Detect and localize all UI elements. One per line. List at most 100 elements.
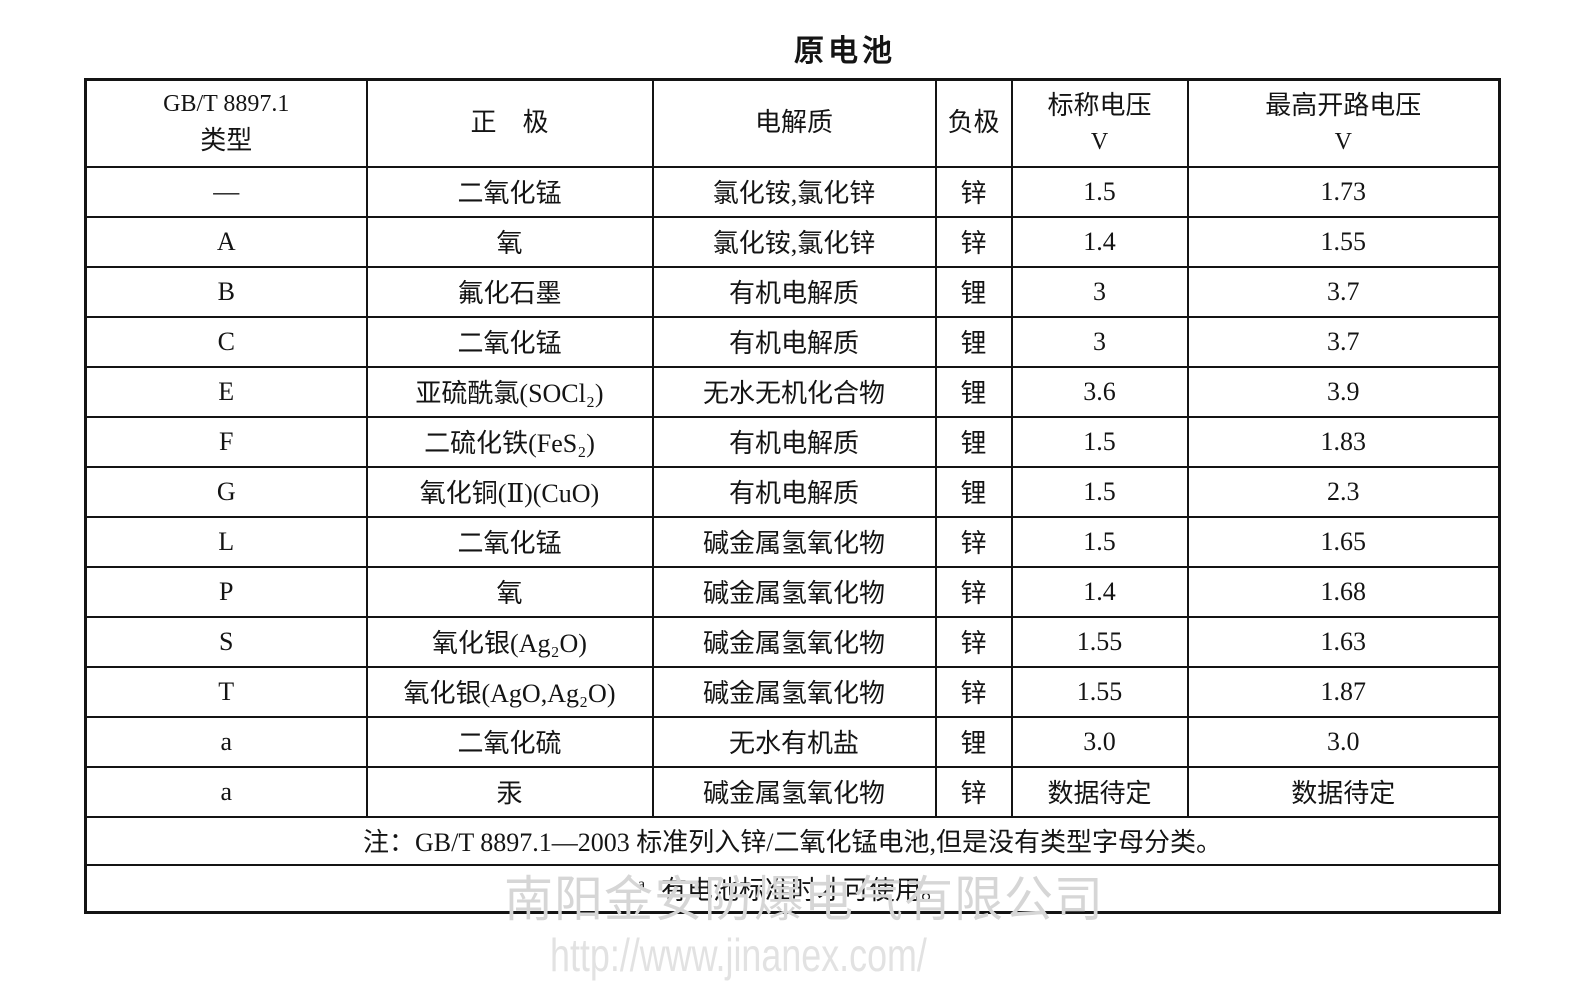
cell-electrolyte: 氯化铵,氯化锌 <box>651 165 937 218</box>
cell-nominal: 3.6 <box>1010 365 1189 418</box>
cell-positive: 二氧化硫 <box>365 715 654 768</box>
cell-nominal: 1.5 <box>1010 515 1189 568</box>
cell-max: 1.55 <box>1186 215 1501 268</box>
cell-type: L <box>84 515 368 568</box>
cell-negative: 锂 <box>934 315 1013 368</box>
cell-max: 1.87 <box>1186 665 1501 718</box>
cell-nominal: 1.5 <box>1010 165 1189 218</box>
cell-negative: 锂 <box>934 265 1013 318</box>
cell-type: T <box>84 665 368 718</box>
cell-type: F <box>84 415 368 468</box>
table-notes: 注：GB/T 8897.1—2003 标准列入锌/二氧化锰电池,但是没有类型字母… <box>84 815 1501 914</box>
page-title: 原电池 <box>0 26 1582 70</box>
cell-nominal: 1.4 <box>1010 565 1189 618</box>
cell-type: G <box>84 465 368 518</box>
cell-negative: 锌 <box>934 665 1013 718</box>
cell-negative: 锌 <box>934 165 1013 218</box>
header-positive: 正 极 <box>365 78 654 168</box>
cell-electrolyte: 无水有机盐 <box>651 715 937 768</box>
header-nominal-voltage-unit: V <box>1090 128 1109 155</box>
header-type: GB/T 8897.1 类型 <box>84 78 368 168</box>
cell-electrolyte: 有机电解质 <box>651 415 937 468</box>
cell-electrolyte: 碱金属氢氧化物 <box>651 665 937 718</box>
table-row: A 氧氯化铵,氯化锌锌 1.4 1.55 <box>84 215 1501 268</box>
cell-max: 数据待定 <box>1186 765 1501 818</box>
table-row: E 亚硫酰氯(SOCl₂) 无水无机化合物锂 3.6 3.9 <box>84 365 1501 418</box>
header-nominal-voltage: 标称电压 V <box>1010 78 1189 168</box>
cell-negative: 锂 <box>934 415 1013 468</box>
cell-max: 1.65 <box>1186 515 1501 568</box>
header-negative-label: 负极 <box>947 108 1000 138</box>
cell-type: P <box>84 565 368 618</box>
cell-electrolyte: 碱金属氢氧化物 <box>651 565 937 618</box>
cell-type: E <box>84 365 368 418</box>
header-type-standard: GB/T 8897.1 <box>163 91 290 117</box>
cell-positive: 氧 <box>365 215 654 268</box>
cell-positive: 氧 <box>365 565 654 618</box>
table-row: C 二氧化锰 有机电解质锂 3 3.7 <box>84 315 1501 368</box>
table-row: F 二硫化铁(FeS₂) 有机电解质锂 1.5 1.83 <box>84 415 1501 468</box>
cell-type: B <box>84 265 368 318</box>
cell-nominal: 3 <box>1010 265 1189 318</box>
cell-positive: 汞 <box>365 765 654 818</box>
header-type-label: 类型 <box>200 125 253 155</box>
cell-max: 2.3 <box>1186 465 1501 518</box>
cell-nominal: 1.55 <box>1010 665 1189 718</box>
battery-table-body: — 二氧化锰 氯化铵,氯化锌锌 1.5 1.73 A 氧氯化铵,氯化锌锌 1.4 1.55 B 氟化… <box>84 165 1501 818</box>
header-max-voltage-unit: V <box>1334 128 1352 155</box>
cell-type: a <box>84 715 368 768</box>
header-negative: 负极 <box>934 78 1013 168</box>
cell-type: a <box>84 765 368 818</box>
cell-electrolyte: 有机电解质 <box>651 315 937 368</box>
cell-nominal: 3 <box>1010 315 1189 368</box>
cell-electrolyte: 碱金属氢氧化物 <box>651 615 937 668</box>
cell-electrolyte: 有机电解质 <box>651 465 937 518</box>
note-row-2: a 有电池标准时才可使用。 <box>84 863 1501 914</box>
cell-negative: 锂 <box>934 365 1013 418</box>
cell-positive: 氧化银(Ag₂O) <box>365 615 654 668</box>
cell-nominal: 1.4 <box>1010 215 1189 268</box>
cell-max: 1.68 <box>1186 565 1501 618</box>
cell-negative: 锌 <box>934 615 1013 668</box>
cell-positive: 亚硫酰氯(SOCl₂) <box>365 365 654 418</box>
cell-negative: 锌 <box>934 515 1013 568</box>
cell-positive: 氟化石墨 <box>365 265 654 318</box>
cell-positive: 二氧化锰 <box>365 315 654 368</box>
note-2: a 有电池标准时才可使用。 <box>84 863 1501 914</box>
cell-electrolyte: 无水无机化合物 <box>651 365 937 418</box>
table-row: — 二氧化锰 氯化铵,氯化锌锌 1.5 1.73 <box>84 165 1501 218</box>
header-max-voltage-label: 最高开路电压 <box>1265 91 1422 120</box>
cell-max: 1.73 <box>1186 165 1501 218</box>
cell-max: 3.9 <box>1186 365 1501 418</box>
cell-electrolyte: 有机电解质 <box>651 265 937 318</box>
cell-max: 3.0 <box>1186 715 1501 768</box>
cell-type: — <box>84 165 368 218</box>
note-2-marker: a <box>637 876 646 894</box>
table-row: P 氧碱金属氢氧化物锌 1.4 1.68 <box>84 565 1501 618</box>
cell-max: 1.83 <box>1186 415 1501 468</box>
header-max-open-circuit-voltage: 最高开路电压 V <box>1186 78 1501 168</box>
table-row: a 二氧化硫 无水有机盐锂 3.0 3.0 <box>84 715 1501 768</box>
cell-positive: 二硫化铁(FeS₂) <box>365 415 654 468</box>
cell-negative: 锌 <box>934 765 1013 818</box>
cell-max: 3.7 <box>1186 315 1501 368</box>
table-row: S 氧化银(Ag₂O) 碱金属氢氧化物锌 1.55 1.63 <box>84 615 1501 668</box>
cell-positive: 氧化铜(Ⅱ)(CuO) <box>365 465 654 518</box>
header-row: GB/T 8897.1 类型 正 极 电解质 负极 标称电压 V 最高开路电压 <box>84 78 1501 168</box>
note-2-text: 有电池标准时才可使用。 <box>661 875 948 905</box>
cell-positive: 二氧化锰 <box>365 515 654 568</box>
cell-electrolyte: 碱金属氢氧化物 <box>651 515 937 568</box>
cell-max: 1.63 <box>1186 615 1501 668</box>
header-electrolyte-label: 电解质 <box>754 108 833 138</box>
cell-type: A <box>84 215 368 268</box>
url-watermark: http://www.jinanex.com/ <box>550 929 927 981</box>
cell-positive: 氧化银(AgO,Ag₂O) <box>365 665 654 718</box>
table-header: GB/T 8897.1 类型 正 极 电解质 负极 标称电压 V 最高开路电压 <box>84 78 1501 168</box>
cell-max: 3.7 <box>1186 265 1501 318</box>
cell-nominal: 1.55 <box>1010 615 1189 668</box>
page-title-text: 原电池 <box>794 35 896 68</box>
cell-nominal: 3.0 <box>1010 715 1189 768</box>
cell-nominal: 数据待定 <box>1010 765 1189 818</box>
cell-nominal: 1.5 <box>1010 465 1189 518</box>
